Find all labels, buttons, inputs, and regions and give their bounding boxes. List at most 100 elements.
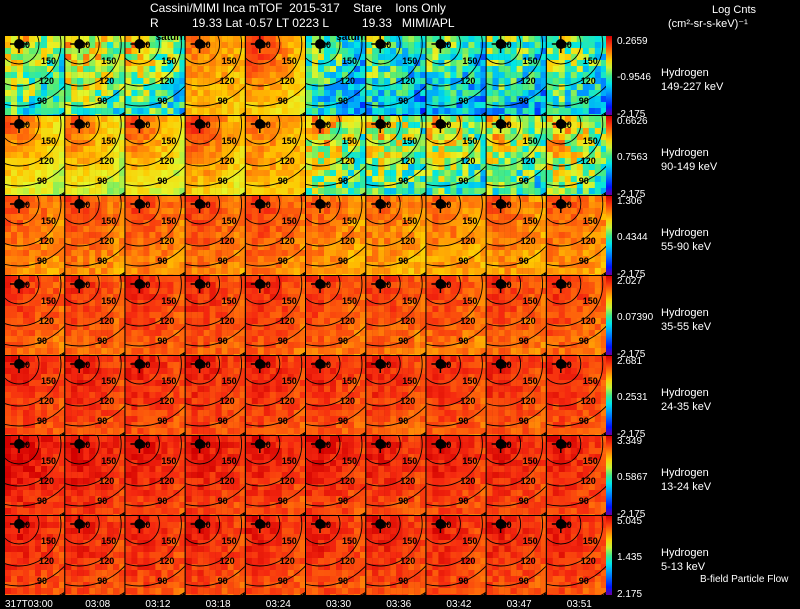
heatmap-cell: [534, 256, 541, 263]
heatmap-cell: [287, 214, 294, 221]
heatmap-cell: [101, 114, 108, 115]
heatmap-cell: [113, 146, 120, 153]
heatmap-cell: [558, 238, 565, 245]
heatmap-cell: [197, 140, 204, 147]
heatmap-cell: [360, 188, 366, 195]
heatmap-cell: [167, 238, 174, 245]
heatmap-cell: [65, 330, 72, 337]
heatmap-cell: [233, 208, 240, 215]
heatmap-cell: [275, 194, 282, 195]
heatmap-cell: [197, 108, 204, 115]
heatmap-cell: [89, 36, 96, 43]
heatmap-cell: [287, 176, 294, 183]
heatmap-cell: [299, 60, 306, 67]
heatmap-cell: [227, 36, 234, 43]
heatmap-cell: [209, 232, 216, 239]
heatmap-cell: [594, 274, 601, 275]
heatmap-cell: [137, 226, 144, 233]
heatmap-cell: [558, 134, 565, 141]
heatmap-cell: [35, 342, 42, 349]
heatmap-cell: [71, 226, 78, 233]
heatmap-cell: [324, 202, 331, 209]
heatmap-cell: [408, 158, 415, 165]
heatmap-cell: [534, 244, 541, 251]
heatmap-cell: [107, 194, 114, 195]
heatmap-cell: [504, 122, 511, 129]
heatmap-cell: [281, 202, 288, 209]
contour-label: 180: [75, 280, 90, 290]
heatmap-cell: [161, 268, 168, 275]
heatmap-cell: [119, 306, 125, 313]
heatmap-cell: [420, 250, 426, 257]
heatmap-cell: [348, 158, 355, 165]
heatmap-cell: [245, 220, 252, 227]
heatmap-cell: [149, 202, 156, 209]
heatmap-cell: [348, 176, 355, 183]
heatmap-cell: [318, 268, 325, 275]
heatmap-cell: [65, 274, 72, 275]
heatmap-cell: [281, 84, 288, 91]
heatmap-cell: [576, 122, 583, 129]
heatmap-cell: [89, 256, 96, 263]
heatmap-cell: [167, 226, 174, 233]
heatmap-cell: [227, 96, 234, 103]
contour-arc: [366, 36, 423, 87]
heatmap-cell: [540, 42, 546, 49]
heatmap-cell: [101, 336, 108, 343]
contour-label: 120: [39, 156, 54, 166]
heatmap-cell: [161, 288, 168, 295]
heatmap-cell: [318, 274, 325, 275]
heatmap-cell: [558, 146, 565, 153]
heatmap-cell: [197, 78, 204, 85]
heatmap-cell: [65, 90, 72, 97]
heatmap-cell: [269, 48, 276, 55]
heatmap-cell: [11, 188, 18, 195]
heatmap-cell: [378, 158, 385, 165]
heatmap-cell: [275, 72, 282, 79]
heatmap-cell: [414, 108, 421, 115]
contour-arc: [546, 85, 606, 107]
heatmap-cell: [47, 84, 54, 91]
heatmap-cell: [275, 42, 282, 49]
heatmap-cell: [456, 274, 463, 275]
heatmap-cell: [498, 238, 505, 245]
heatmap-cell: [47, 232, 54, 239]
heatmap-cell: [414, 36, 421, 43]
heatmap-cell: [107, 140, 114, 147]
heatmap-cell: [450, 108, 457, 115]
heatmap-cell: [528, 152, 535, 159]
heatmap-cell: [269, 176, 276, 183]
heatmap-cell: [113, 114, 120, 115]
heatmap-cell: [257, 78, 264, 85]
heatmap-cell: [143, 232, 150, 239]
heatmap-cell: [77, 48, 84, 55]
heatmap-cell: [131, 312, 138, 319]
heatmap-cell: [588, 256, 595, 263]
heatmap-cell: [35, 140, 42, 147]
heatmap-cell: [438, 72, 445, 79]
heatmap-cell: [191, 194, 198, 195]
heatmap-cell: [366, 268, 373, 275]
heatmap-cell: [125, 116, 132, 123]
heatmap-cell: [306, 152, 313, 159]
heatmap-cell: [221, 232, 228, 239]
heatmap-cell: [83, 78, 90, 85]
heatmap-cell: [552, 262, 559, 269]
heatmap-cell: [173, 202, 180, 209]
heatmap-cell: [414, 226, 421, 233]
heatmap-cell: [486, 122, 493, 129]
heatmap-cell: [498, 214, 505, 221]
heatmap-cell: [360, 262, 366, 269]
heatmap-cell: [354, 256, 361, 263]
heatmap-cell: [402, 194, 409, 195]
heatmap-cell: [101, 342, 108, 349]
heatmap-cell: [336, 72, 343, 79]
heatmap-cell: [474, 102, 481, 109]
heatmap-cell: [318, 134, 325, 141]
heatmap-cell: [552, 134, 559, 141]
heatmap-cell: [426, 48, 433, 55]
heatmap-cell: [528, 54, 535, 61]
heatmap-cell: [137, 116, 144, 123]
heatmap-cell: [185, 176, 192, 183]
